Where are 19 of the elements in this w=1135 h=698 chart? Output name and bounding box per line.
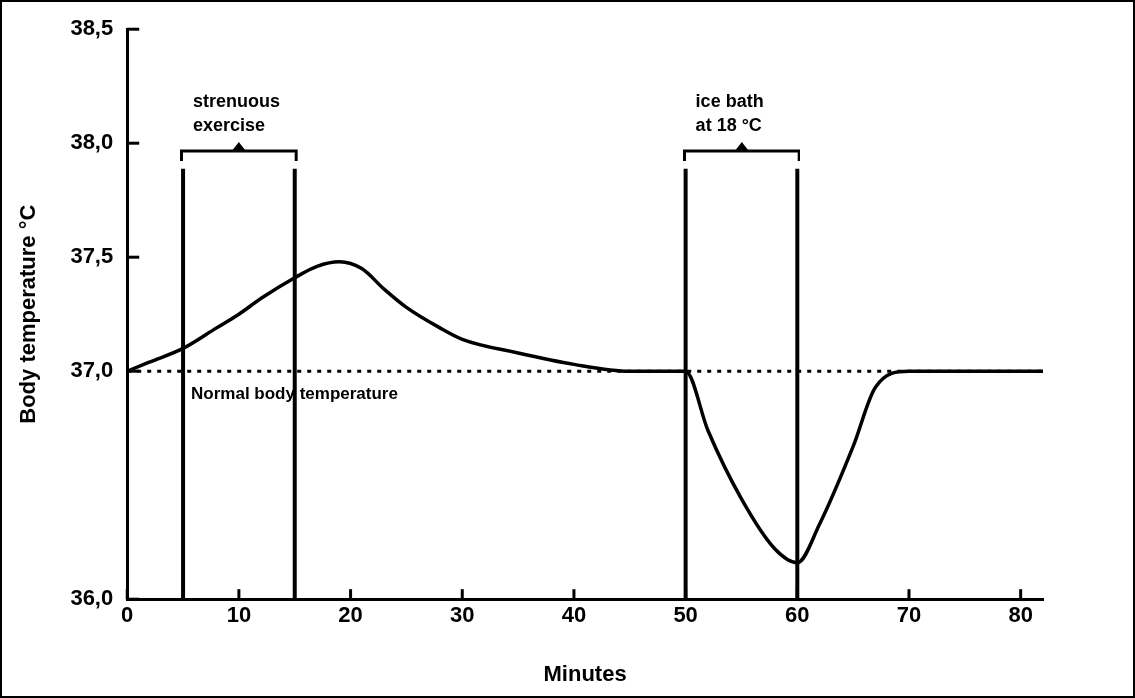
x-tick-label: 70 bbox=[896, 602, 922, 628]
annotation: strenuous exercise bbox=[193, 90, 281, 135]
x-tick-label: 50 bbox=[673, 602, 698, 628]
x-axis-title: Minutes bbox=[543, 660, 627, 686]
x-tick-label: 30 bbox=[450, 602, 475, 628]
y-tick-label: 37,0 bbox=[70, 357, 114, 383]
x-tick-label: 10 bbox=[226, 602, 252, 628]
x-tick-label: 20 bbox=[338, 602, 363, 628]
y-tick-label: 38,5 bbox=[70, 15, 114, 41]
x-tick-label: 80 bbox=[1008, 602, 1033, 628]
x-tick-label: 40 bbox=[561, 602, 587, 628]
annotation: ice bath at 18 °C bbox=[695, 90, 764, 135]
x-tick-label: 0 bbox=[121, 602, 134, 628]
x-tick-label: 60 bbox=[785, 602, 810, 628]
y-tick-label: 36,0 bbox=[70, 585, 114, 611]
y-tick-label: 38,0 bbox=[70, 129, 114, 155]
y-axis-title: Body temperature °C bbox=[15, 204, 41, 424]
y-tick-label: 37,5 bbox=[70, 243, 114, 269]
ref-line-label: Normal body temperature bbox=[191, 384, 398, 404]
